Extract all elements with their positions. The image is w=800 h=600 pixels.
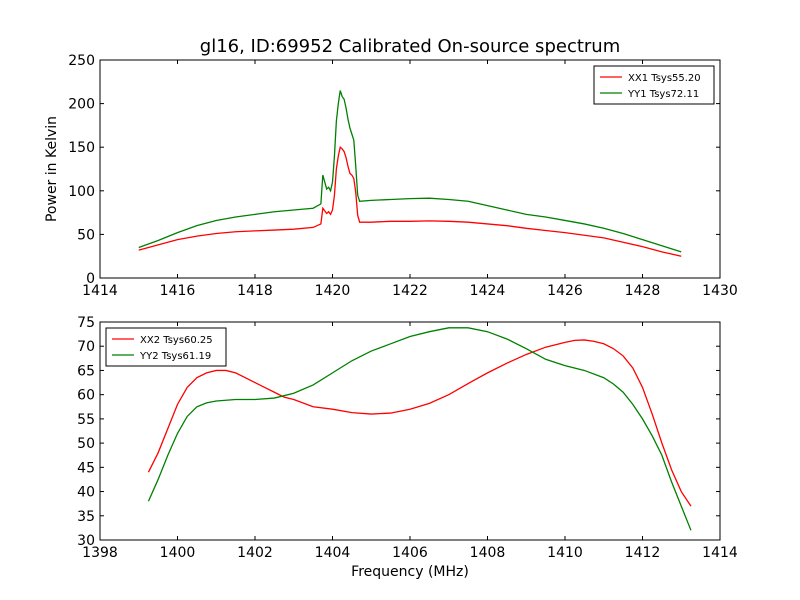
figure-title: gl16, ID:69952 Calibrated On-source spec…	[200, 36, 620, 57]
x-tick-label: 1402	[237, 545, 273, 561]
legend: XX2 Tsys60.25 YY2 Tsys61.19	[105, 327, 227, 367]
legend-entry: XX2 Tsys60.25	[140, 335, 213, 346]
top-spectrum-plot: 1414 1416 1418 1420 1422 1424 1426 1428 1430 0 50 1…	[44, 53, 738, 299]
x-axis-label: Frequency (MHz)	[351, 564, 469, 580]
x-tick-label: 1404	[315, 545, 351, 561]
x-tick-label: 1414	[82, 283, 118, 299]
y-tick-label: 150	[68, 140, 95, 156]
x-tick-label: 1398	[82, 545, 118, 561]
y-tick-label: 100	[68, 184, 95, 200]
x-tick-label: 1420	[315, 283, 351, 299]
x-tick-label: 1414	[702, 545, 738, 561]
y-tick-label: 50	[77, 227, 95, 243]
legend-entry: YY1 Tsys72.11	[627, 89, 699, 100]
x-tick-label: 1424	[470, 283, 506, 299]
y-tick-label: 50	[77, 436, 95, 452]
y-tick-label: 45	[77, 460, 95, 476]
x-tick-label: 1418	[237, 283, 273, 299]
x-tick-label: 1422	[392, 283, 428, 299]
y-tick-label: 70	[77, 339, 95, 355]
legend-box	[593, 65, 715, 105]
x-tick-label: 1412	[625, 545, 661, 561]
legend-entry: XX1 Tsys55.20	[628, 73, 701, 84]
y-tick-label: 0	[86, 271, 95, 287]
y-tick-label: 60	[77, 388, 95, 404]
legend-box	[105, 327, 227, 367]
y-tick-label: 35	[77, 509, 95, 525]
y-axis-label: Power in Kelvin	[44, 116, 60, 222]
legend-entry: YY2 Tsys61.19	[139, 351, 211, 362]
y-tick-label: 65	[77, 363, 95, 379]
bottom-spectrum-plot: 1398 1400 1402 1404 1406 1408 1410 1412 1414 30 35…	[77, 315, 738, 580]
x-tick-label: 1426	[547, 283, 583, 299]
series-line-2	[147, 327, 692, 531]
legend: XX1 Tsys55.20 YY1 Tsys72.11	[593, 65, 715, 105]
x-tick-label: 1408	[470, 545, 506, 561]
y-tick-label: 250	[68, 53, 95, 69]
x-tick-label: 1406	[392, 545, 428, 561]
x-tick-label: 1400	[160, 545, 196, 561]
y-tick-label: 55	[77, 412, 95, 428]
x-tick-label: 1430	[702, 283, 738, 299]
y-tick-label: 200	[68, 97, 95, 113]
y-tick-label: 40	[77, 485, 95, 501]
series-line-1	[147, 339, 692, 507]
y-tick-label: 30	[77, 533, 95, 549]
x-tick-label: 1416	[160, 283, 196, 299]
x-tick-label: 1410	[547, 545, 583, 561]
series-line-1	[138, 145, 682, 257]
series-line-2	[138, 90, 682, 253]
y-tick-label: 75	[77, 315, 95, 331]
x-tick-label: 1428	[625, 283, 661, 299]
